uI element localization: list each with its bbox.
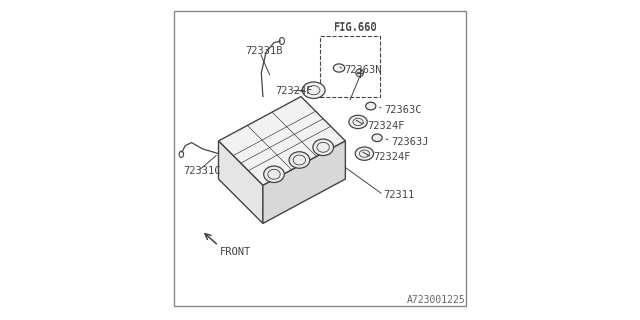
Ellipse shape — [289, 152, 310, 168]
Ellipse shape — [355, 147, 374, 160]
Text: FIG.660: FIG.660 — [334, 23, 378, 33]
Text: 72311: 72311 — [383, 190, 415, 200]
Ellipse shape — [302, 82, 325, 99]
Text: 72363C: 72363C — [385, 105, 422, 115]
Ellipse shape — [313, 139, 333, 156]
Polygon shape — [218, 97, 346, 185]
Text: 72324F: 72324F — [373, 152, 411, 163]
Ellipse shape — [365, 102, 376, 110]
Ellipse shape — [372, 134, 382, 142]
Text: FRONT: FRONT — [220, 247, 252, 257]
Text: 72324F: 72324F — [276, 86, 313, 97]
Ellipse shape — [349, 115, 367, 129]
Text: 72363J: 72363J — [392, 137, 429, 147]
Text: 72331C: 72331C — [183, 166, 220, 176]
Text: 72324F: 72324F — [367, 121, 404, 131]
Text: 72331B: 72331B — [246, 45, 283, 56]
Text: A723001225: A723001225 — [407, 295, 466, 305]
Polygon shape — [263, 141, 346, 223]
Text: FIG.660: FIG.660 — [334, 22, 378, 32]
Text: 72363N: 72363N — [345, 65, 382, 75]
Circle shape — [356, 69, 364, 76]
Ellipse shape — [333, 64, 345, 72]
Ellipse shape — [264, 166, 284, 182]
Polygon shape — [218, 141, 263, 223]
